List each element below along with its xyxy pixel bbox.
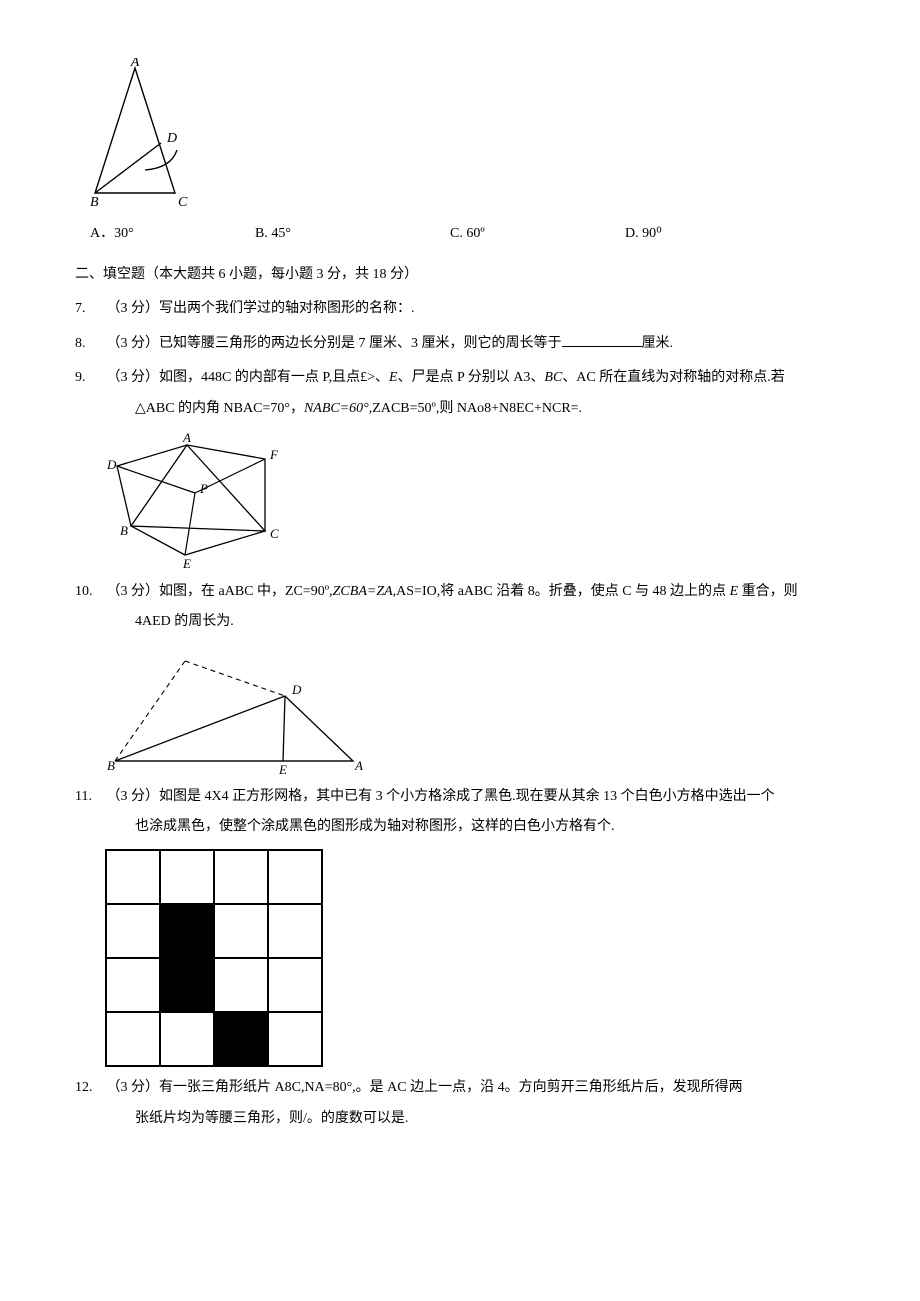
q7-num: 7. xyxy=(75,296,103,323)
q11-l2: 也涂成黑色，使整个涂成黑色的图形成为轴对称图形，这样的白色小方格有个. xyxy=(135,814,875,841)
q11-num: 11. xyxy=(75,784,103,811)
q7-text: 写出两个我们学过的轴对称图形的名称：. xyxy=(159,301,415,316)
q9-l1b: E xyxy=(389,370,398,385)
option-c[interactable]: C. 60º xyxy=(450,221,625,248)
q12-l1: 有一张三角形纸片 A8C,NA=80°,。是 AC 边上一点，沿 4。方向剪开三… xyxy=(159,1080,743,1095)
q6-options: A．30° B. 45° C. 60º D. 90⁰ xyxy=(90,221,875,248)
q9-l1c: 、尸是点 P 分别以 A3、 xyxy=(398,370,545,385)
option-a[interactable]: A．30° xyxy=(90,221,255,248)
q9-figure: A F D B C E P xyxy=(105,431,875,571)
svg-text:D: D xyxy=(106,457,117,472)
svg-text:A: A xyxy=(354,758,363,773)
svg-text:D: D xyxy=(291,682,302,697)
q10-num: 10. xyxy=(75,579,103,606)
svg-text:E: E xyxy=(182,556,191,571)
svg-text:C: C xyxy=(270,526,279,541)
svg-text:E: E xyxy=(278,762,287,776)
question-12: 12. （3 分）有一张三角形纸片 A8C,NA=80°,。是 AC 边上一点，… xyxy=(75,1075,875,1132)
question-8: 8. （3 分）已知等腰三角形的两边长分别是 7 厘米、3 厘米，则它的周长等于… xyxy=(75,331,875,358)
q11-grid xyxy=(105,849,323,1067)
q11-l1: 如图是 4X4 正方形网格，其中已有 3 个小方格涂成了黑色.现在要从其余 13… xyxy=(159,789,775,804)
q8-blank[interactable] xyxy=(562,332,642,347)
q9-pts: （3 分） xyxy=(107,370,160,385)
q8-pts: （3 分） xyxy=(107,336,160,351)
svg-text:B: B xyxy=(120,523,128,538)
option-b[interactable]: B. 45° xyxy=(255,221,450,248)
q9-l1e: 、AC 所在直线为对称轴的对称点.若 xyxy=(562,370,784,385)
q11-pts: （3 分） xyxy=(107,789,160,804)
q10-l1c: AS=IO,将 aABC 沿着 8。折叠，使点 C 与 48 边上的点 xyxy=(396,584,729,599)
svg-text:A: A xyxy=(182,431,191,445)
question-9: 9. （3 分）如图，448C 的内部有一点 P,且点£>、E、尸是点 P 分别… xyxy=(75,365,875,422)
question-7: 7. （3 分）写出两个我们学过的轴对称图形的名称：. xyxy=(75,296,875,323)
svg-text:F: F xyxy=(269,447,279,462)
q8-text-b: 厘米. xyxy=(642,336,674,351)
q8-text-a: 已知等腰三角形的两边长分别是 7 厘米、3 厘米，则它的周长等于 xyxy=(159,336,562,351)
q12-l2: 张纸片均为等腰三角形，则/。的度数可以是. xyxy=(135,1106,875,1133)
q8-num: 8. xyxy=(75,331,103,358)
q9-l1a: 如图，448C 的内部有一点 P,且点£>、 xyxy=(159,370,389,385)
q10-l1e: 重合，则 xyxy=(742,584,798,599)
q9-l2c: ZACB=50º,则 NAo8+N8EC+NCR=. xyxy=(372,401,582,416)
q12-num: 12. xyxy=(75,1075,103,1102)
q10-l2: 4AED 的周长为. xyxy=(135,609,875,636)
q9-l1d: BC xyxy=(544,370,562,385)
q9-num: 9. xyxy=(75,365,103,392)
q6-figure: A B C D xyxy=(85,58,875,213)
q12-pts: （3 分） xyxy=(107,1080,160,1095)
question-10: 10. （3 分）如图，在 aABC 中，ZC=90º,ZCBA=ZA,AS=I… xyxy=(75,579,875,636)
section-2-header: 二、填空题（本大题共 6 小题，每小题 3 分，共 18 分） xyxy=(75,262,875,289)
q10-pts: （3 分） xyxy=(107,584,160,599)
q7-pts: （3 分） xyxy=(107,301,160,316)
svg-text:B: B xyxy=(107,758,115,773)
label-d: D xyxy=(166,131,177,146)
option-d[interactable]: D. 90⁰ xyxy=(625,221,662,248)
question-11: 11. （3 分）如图是 4X4 正方形网格，其中已有 3 个小方格涂成了黑色.… xyxy=(75,784,875,841)
label-c: C xyxy=(178,195,188,210)
label-b: B xyxy=(90,195,99,210)
q10-l1d: E xyxy=(730,584,742,599)
q9-l2a: △ABC 的内角 NBAC=70°， xyxy=(135,401,304,416)
q10-figure: B A E D xyxy=(105,656,875,776)
q9-l2b: NABC=60°, xyxy=(304,401,372,416)
q10-l1a: 如图，在 aABC 中，ZC=90º, xyxy=(159,584,333,599)
label-a: A xyxy=(130,58,140,70)
q10-l1b: ZCBA=ZA, xyxy=(333,584,397,599)
svg-text:P: P xyxy=(199,481,208,496)
